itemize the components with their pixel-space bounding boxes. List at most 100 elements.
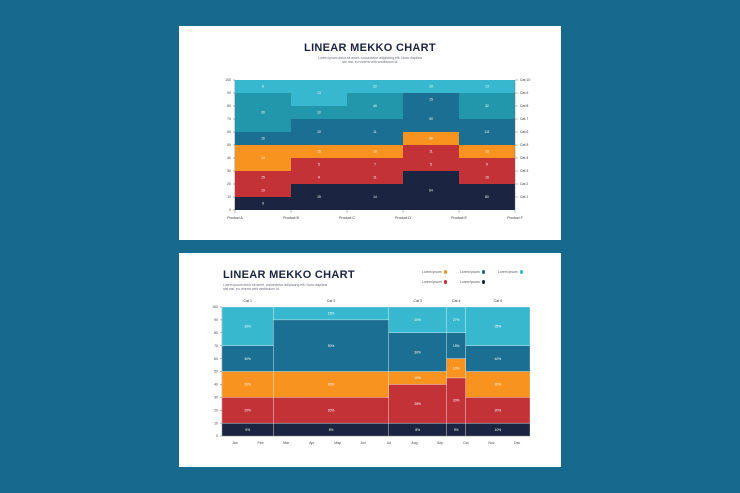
- segment-value-label: 10%: [414, 376, 421, 380]
- segment-value-label: 111: [484, 130, 489, 134]
- x-category-label: Product A: [227, 216, 243, 220]
- segment-value-label: 10%: [495, 428, 502, 432]
- mekko-segment: [291, 171, 347, 184]
- mekko-segment: [347, 184, 403, 210]
- segment-value-label: 64: [429, 189, 433, 193]
- segment-value-label: 15: [429, 98, 433, 102]
- legend-label: Lorem ipsum: [460, 280, 480, 284]
- mekko-chart-bottom: 0 10 20 30 40 50 60 70 80 90 100 5% 20% 20% 30% 30% Cat …: [212, 299, 531, 445]
- segment-value-label: 10: [261, 189, 265, 193]
- segment-value-label: 10: [373, 150, 377, 154]
- mekko-segment: [465, 306, 531, 346]
- x-category-label: Product F: [507, 216, 523, 220]
- segment-value-label: 35%: [495, 325, 502, 329]
- y-tick-label: 90: [214, 318, 218, 322]
- segment-value-label: 10%: [453, 366, 460, 370]
- y-tick-label: 30: [214, 396, 218, 400]
- mekko-segment: [459, 80, 515, 93]
- legend-label: Lorem ipsum: [422, 270, 442, 274]
- segment-value-label: 15: [317, 195, 321, 199]
- segment-value-label: 11: [373, 176, 377, 180]
- mekko-segment: [347, 158, 403, 171]
- mekko-segment: [459, 184, 515, 210]
- segment-value-label: 20%: [328, 383, 335, 387]
- x-category-label: Product D: [395, 216, 411, 220]
- column-category-label: Cat 4: [452, 299, 461, 303]
- mekko-segment: [347, 171, 403, 184]
- legend-swatch: [519, 270, 524, 274]
- segment-value-label: 14: [261, 156, 265, 160]
- right-category-label: Cat 1: [520, 195, 528, 199]
- mekko-segment: [221, 306, 274, 346]
- segment-value-label: 50%: [328, 344, 335, 348]
- segment-value-label: 16: [261, 137, 265, 141]
- y-tick-label: 100: [212, 305, 218, 309]
- y-tick-label: 20: [227, 182, 231, 186]
- segment-value-label: 15: [261, 176, 265, 180]
- legend-entry: Lorem ipsum: [422, 270, 448, 274]
- segment-value-label: 40: [373, 104, 377, 108]
- x-month-label: Feb: [257, 441, 263, 445]
- mekko-segment: [403, 93, 459, 106]
- x-category-label: Product E: [451, 216, 467, 220]
- x-month-label: May: [334, 441, 341, 445]
- segment-value-label: 5%: [245, 428, 250, 432]
- right-category-label: Cat 9: [520, 91, 528, 95]
- mekko-segment: [235, 132, 291, 145]
- mekko-segment: [221, 371, 274, 398]
- x-month-label: Aug: [411, 441, 417, 445]
- mekko-segment: [403, 171, 459, 210]
- mekko-segment: [459, 93, 515, 119]
- mekko-segment: [273, 397, 389, 424]
- mekko-segment: [347, 93, 403, 119]
- segment-value-label: 20%: [244, 408, 251, 412]
- segment-value-label: 15: [317, 150, 321, 154]
- x-month-label: Jun: [360, 441, 366, 445]
- y-tick-label: 70: [214, 344, 218, 348]
- y-tick-label: 90: [227, 91, 231, 95]
- segment-value-label: 9: [318, 176, 320, 180]
- right-category-label: Cat 5: [520, 143, 528, 147]
- segment-value-label: 30%: [244, 357, 251, 361]
- legend-swatch: [481, 270, 486, 274]
- segment-value-label: 20%: [495, 383, 502, 387]
- segment-value-label: 20%: [328, 408, 335, 412]
- legend-label: Lorem ipsum: [422, 280, 442, 284]
- legend-label: Lorem ipsum: [460, 270, 480, 274]
- y-tick-label: 0: [216, 434, 218, 438]
- y-tick-label: 50: [227, 143, 231, 147]
- subtitle-line: nisi nisl, eu viverra velit vestibulum i…: [341, 60, 399, 65]
- x-month-label: Dec: [514, 441, 520, 445]
- y-tick-label: 0: [229, 208, 231, 212]
- column-category-label: Cat 1: [243, 299, 252, 303]
- mekko-chart-top: 0 10 20 30 40 50 60 70 80 90 100 9 10 15 14 16 30 6 15 9 5 15…: [225, 78, 530, 220]
- legend-entry: Lorem ipsum: [460, 280, 486, 284]
- mekko-segment: [291, 145, 347, 158]
- chart-title: LINEAR MEKKO CHART: [223, 269, 355, 281]
- x-month-label: Sep: [437, 441, 443, 445]
- segment-value-label: 32: [485, 104, 489, 108]
- segment-value-label: 11: [429, 150, 433, 154]
- x-category-label: Product B: [283, 216, 299, 220]
- mekko-segment: [291, 119, 347, 145]
- mekko-segment: [403, 158, 459, 171]
- segment-value-label: 13: [317, 91, 321, 95]
- segment-value-label: 28%: [414, 402, 421, 406]
- legend-swatch: [481, 280, 486, 284]
- y-tick-label: 50: [214, 370, 218, 374]
- mekko-segment: [459, 145, 515, 158]
- mekko-segment: [403, 80, 459, 93]
- segment-value-label: 13: [485, 150, 489, 154]
- segment-value-label: 30: [261, 111, 265, 115]
- x-month-label: Oct: [463, 441, 468, 445]
- segment-value-label: 11: [373, 130, 377, 134]
- segment-value-label: 7: [374, 163, 376, 167]
- subtitle-line: nisi nisl, eu viverra velit vestibulum i…: [223, 287, 280, 292]
- mekko-segment: [347, 80, 403, 93]
- legend-entry: Lorem ipsum: [498, 270, 524, 274]
- chart-card-bottom: LINEAR MEKKO CHART Lorem ipsum dolor sit…: [179, 253, 561, 467]
- right-category-label: Cat 8: [520, 104, 528, 108]
- right-category-label: Cat 10: [520, 78, 530, 82]
- mekko-segment: [235, 80, 291, 93]
- segment-value-label: 15%: [453, 344, 460, 348]
